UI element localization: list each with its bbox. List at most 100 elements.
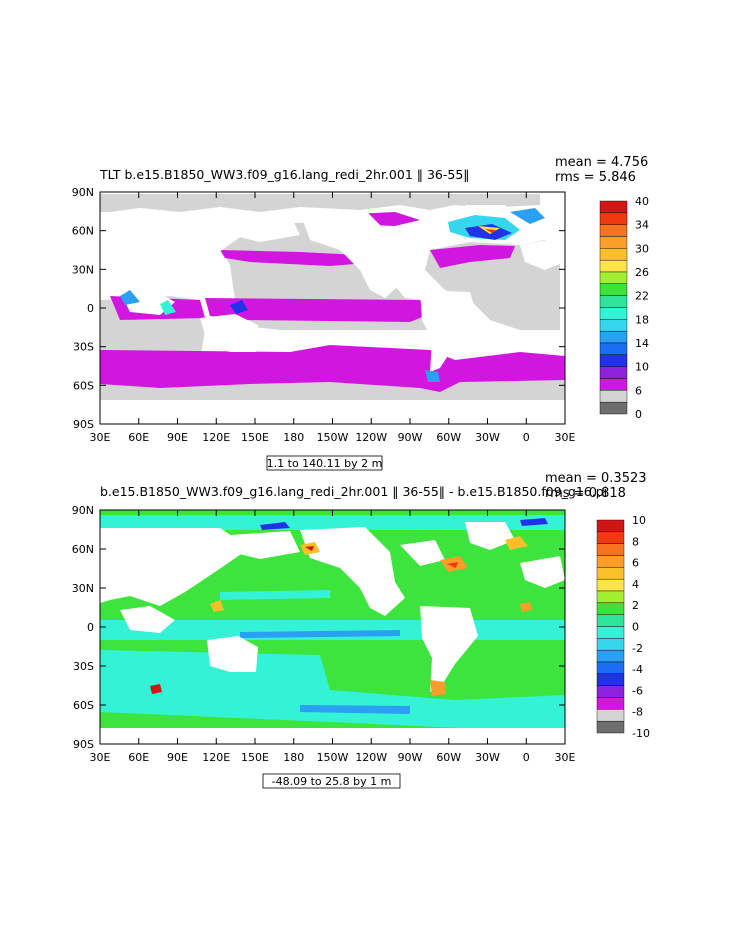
colorbar-label: 10 bbox=[632, 514, 646, 527]
panel-1-map bbox=[100, 192, 565, 424]
x-tick-label: 150W bbox=[317, 751, 349, 764]
colorbar-swatch bbox=[599, 200, 628, 214]
colorbar-swatch bbox=[599, 390, 628, 403]
colorbar-swatch bbox=[596, 567, 625, 580]
panel-1-north-atlantic-band bbox=[430, 245, 515, 268]
y-tick-label: 60S bbox=[73, 699, 94, 712]
colorbar-label: -10 bbox=[632, 727, 650, 740]
colorbar-swatch bbox=[599, 248, 628, 261]
colorbar-swatch bbox=[599, 319, 628, 332]
colorbar-swatch bbox=[599, 330, 628, 344]
x-tick-label: 30E bbox=[555, 431, 576, 444]
panel-1-equatorial-band bbox=[205, 298, 430, 322]
x-tick-label: 90W bbox=[398, 431, 423, 444]
colorbar-label: 4 bbox=[632, 578, 639, 591]
colorbar-swatch bbox=[596, 649, 625, 663]
colorbar-swatch bbox=[599, 259, 628, 273]
colorbar-swatch bbox=[599, 283, 628, 296]
colorbar-swatch bbox=[599, 378, 628, 391]
panel-2-range-box bbox=[262, 773, 401, 789]
x-tick-label: 120W bbox=[355, 431, 387, 444]
x-tick-label: 90E bbox=[167, 751, 188, 764]
x-tick-label: 90W bbox=[398, 751, 423, 764]
y-tick-label: 90N bbox=[72, 186, 94, 199]
colorbar-swatch bbox=[596, 661, 625, 675]
panel-1-range-box bbox=[266, 455, 383, 471]
y-tick-label: 0 bbox=[87, 621, 94, 634]
y-tick-label: 90S bbox=[73, 738, 94, 751]
x-tick-label: 60W bbox=[436, 431, 461, 444]
x-tick-label: 60E bbox=[128, 751, 149, 764]
colorbar-swatch bbox=[596, 626, 625, 639]
colorbar-swatch bbox=[599, 212, 628, 225]
panel-1-range-label: 1.1 to 140.11 by 2 m bbox=[267, 457, 383, 470]
y-tick-label: 60N bbox=[72, 543, 94, 556]
x-tick-label: 120E bbox=[202, 751, 230, 764]
panel-2-range-label: -48.09 to 25.8 by 1 m bbox=[272, 775, 392, 788]
panel-2-deep-negative bbox=[240, 630, 410, 714]
colorbar-swatch bbox=[599, 307, 628, 320]
y-tick-label: 60S bbox=[73, 379, 94, 392]
colorbar-swatch bbox=[599, 295, 628, 308]
colorbar-swatch bbox=[599, 366, 628, 379]
y-tick-label: 30N bbox=[72, 582, 94, 595]
colorbar-label: 14 bbox=[635, 337, 649, 350]
y-tick-label: 30S bbox=[73, 341, 94, 354]
panel-2-colorbar: 10 8 6 4 2 0 -2 -4 -6 -8 -10 bbox=[596, 514, 650, 740]
colorbar-swatch bbox=[596, 519, 625, 533]
colorbar-swatch bbox=[599, 401, 628, 415]
x-tick-label: 30E bbox=[90, 431, 111, 444]
colorbar-label: 40 bbox=[635, 195, 649, 208]
y-tick-label: 90N bbox=[72, 504, 94, 517]
colorbar-swatch bbox=[596, 578, 625, 592]
x-tick-label: 120E bbox=[202, 431, 230, 444]
colorbar-swatch bbox=[596, 673, 625, 686]
panel-2-land bbox=[100, 522, 565, 744]
colorbar-label: 26 bbox=[635, 266, 649, 279]
x-tick-label: 60E bbox=[128, 431, 149, 444]
colorbar-label: 6 bbox=[632, 557, 639, 570]
panel-1: TLT b.e15.B1850_WW3.f09_g16.lang_redi_2h… bbox=[72, 155, 649, 471]
panel-2-rms: rms = 0.818 bbox=[545, 486, 626, 501]
x-tick-label: 30E bbox=[555, 751, 576, 764]
panel-2-mean: mean = 0.3523 bbox=[545, 471, 647, 486]
y-tick-label: 30N bbox=[72, 263, 94, 276]
colorbar-swatch bbox=[596, 614, 625, 627]
colorbar-label: 6 bbox=[635, 384, 642, 397]
colorbar-label: 18 bbox=[635, 313, 649, 326]
panel-2-negative-bands bbox=[100, 515, 565, 730]
colorbar-swatch bbox=[596, 720, 625, 734]
colorbar-label: 22 bbox=[635, 290, 649, 303]
panel-2-x-ticks: 30E 60E 90E 120E 150E 180 150W 120W 90W 60W 30W 0 30… bbox=[90, 510, 576, 764]
panel-1-colorbar: 40 34 30 26 22 18 14 10 6 0 bbox=[599, 195, 649, 421]
colorbar-label: 2 bbox=[632, 599, 639, 612]
colorbar-swatch bbox=[596, 697, 625, 710]
x-tick-label: 30W bbox=[475, 431, 500, 444]
colorbar-label: -2 bbox=[632, 642, 643, 655]
panel-1-north-pacific-band bbox=[220, 250, 380, 266]
y-tick-label: 60N bbox=[72, 225, 94, 238]
colorbar-label: -4 bbox=[632, 663, 643, 676]
panel-1-y-ticks: 90N 60N 30N 0 30S 60S 90S bbox=[72, 186, 565, 431]
colorbar-label: -6 bbox=[632, 684, 643, 697]
colorbar-label: 0 bbox=[635, 408, 642, 421]
colorbar-swatch bbox=[596, 555, 625, 568]
x-tick-label: 150E bbox=[241, 431, 269, 444]
x-tick-label: 30W bbox=[475, 751, 500, 764]
colorbar-label: 10 bbox=[635, 361, 649, 374]
colorbar-label: 30 bbox=[635, 242, 649, 255]
y-tick-label: 90S bbox=[73, 418, 94, 431]
x-tick-label: 30E bbox=[90, 751, 111, 764]
colorbar-label: 8 bbox=[632, 535, 639, 548]
x-tick-label: 180 bbox=[283, 431, 304, 444]
x-tick-label: 0 bbox=[523, 751, 530, 764]
colorbar-swatch bbox=[599, 236, 628, 249]
x-tick-label: 150W bbox=[317, 431, 349, 444]
panel-2-y-ticks: 90N 60N 30N 0 30S 60S 90S bbox=[72, 504, 565, 751]
panel-1-mean: mean = 4.756 bbox=[555, 155, 648, 170]
x-tick-label: 90E bbox=[167, 431, 188, 444]
colorbar-swatch bbox=[596, 543, 625, 556]
colorbar-swatch bbox=[599, 224, 628, 237]
colorbar-swatch bbox=[599, 354, 628, 367]
